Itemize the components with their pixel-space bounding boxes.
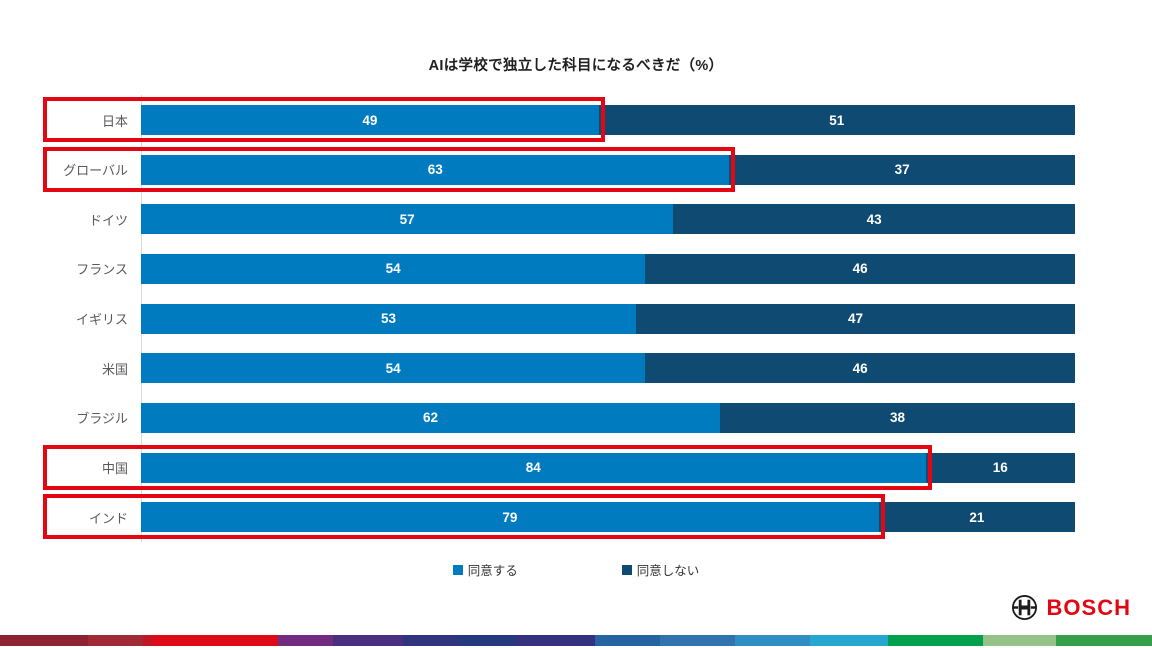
bar-row: イギリス 53 47 xyxy=(0,303,1080,334)
bar-segment-agree: 57 xyxy=(141,204,674,235)
bar-segment-agree: 84 xyxy=(141,452,926,483)
legend-swatch-icon xyxy=(621,564,632,575)
supergraphic-segment xyxy=(983,635,1056,646)
bar-segment-agree: 49 xyxy=(141,105,599,135)
bar-segment-disagree: 43 xyxy=(673,204,1075,235)
bar-segment-disagree: 38 xyxy=(720,402,1075,433)
category-label: インド xyxy=(88,510,128,526)
bosch-logo: BOSCH xyxy=(1011,594,1131,621)
bar-segment-disagree: 16 xyxy=(925,452,1075,483)
bar-row: 日本 49 51 xyxy=(0,105,1080,135)
supergraphic-segment xyxy=(153,635,278,646)
supergraphic-segment xyxy=(403,635,458,646)
legend-label: 同意する xyxy=(467,564,518,578)
bosch-wordmark: BOSCH xyxy=(1046,594,1131,620)
bosch-supergraphic-stripe xyxy=(0,635,1152,646)
bar-segment-agree: 62 xyxy=(141,402,721,433)
supergraphic-segment xyxy=(278,635,333,646)
bar-segment-agree: 54 xyxy=(141,353,646,384)
supergraphic-segment xyxy=(0,635,88,646)
legend-item: 同意する xyxy=(452,560,518,579)
supergraphic-segment xyxy=(88,635,143,646)
bar-row: グローバル 63 37 xyxy=(0,154,1080,185)
category-label: ブラジル xyxy=(76,411,128,427)
supergraphic-segment xyxy=(1056,635,1152,646)
supergraphic-segment xyxy=(515,635,595,646)
supergraphic-segment xyxy=(458,635,515,646)
supergraphic-segment xyxy=(735,635,810,646)
category-label: グローバル xyxy=(63,163,128,179)
supergraphic-segment xyxy=(595,635,660,646)
bar-row: ブラジル 62 38 xyxy=(0,402,1080,433)
chart-title: AIは学校で独立した科目になるべきだ（%） xyxy=(428,58,724,74)
bar-row: 米国 54 46 xyxy=(0,353,1080,384)
category-label: 日本 xyxy=(101,113,128,129)
category-label: イギリス xyxy=(75,312,128,328)
bar-segment-disagree: 47 xyxy=(636,303,1075,334)
bar-segment-disagree: 46 xyxy=(645,353,1075,384)
bar-segment-agree: 54 xyxy=(141,253,646,284)
legend-label: 同意しない xyxy=(636,564,700,578)
bar-segment-disagree: 46 xyxy=(645,253,1075,284)
category-label: 中国 xyxy=(101,461,128,477)
bosch-armature-icon xyxy=(1011,595,1037,620)
legend-item: 同意しない xyxy=(621,560,700,579)
bar-row: インド 79 21 xyxy=(0,502,1080,533)
category-label: フランス xyxy=(76,262,128,278)
supergraphic-segment xyxy=(660,635,735,646)
supergraphic-segment xyxy=(333,635,403,646)
category-label: 米国 xyxy=(101,361,128,377)
supergraphic-segment xyxy=(810,635,888,646)
bar-segment-agree: 79 xyxy=(141,502,879,533)
bar-row: 中国 84 16 xyxy=(0,452,1080,483)
supergraphic-segment xyxy=(143,635,153,646)
bar-segment-agree: 53 xyxy=(141,303,637,334)
legend: 同意する 同意しない xyxy=(0,560,1152,579)
bar-segment-agree: 63 xyxy=(141,154,730,185)
supergraphic-segment xyxy=(888,635,983,646)
bar-segment-disagree: 21 xyxy=(878,502,1075,533)
bar-row: ドイツ 57 43 xyxy=(0,204,1080,235)
legend-swatch-icon xyxy=(452,564,463,575)
category-label: ドイツ xyxy=(88,212,128,228)
bar-row: フランス 54 46 xyxy=(0,253,1080,284)
bar-segment-disagree: 37 xyxy=(729,154,1075,185)
bar-segment-disagree: 51 xyxy=(598,105,1075,135)
